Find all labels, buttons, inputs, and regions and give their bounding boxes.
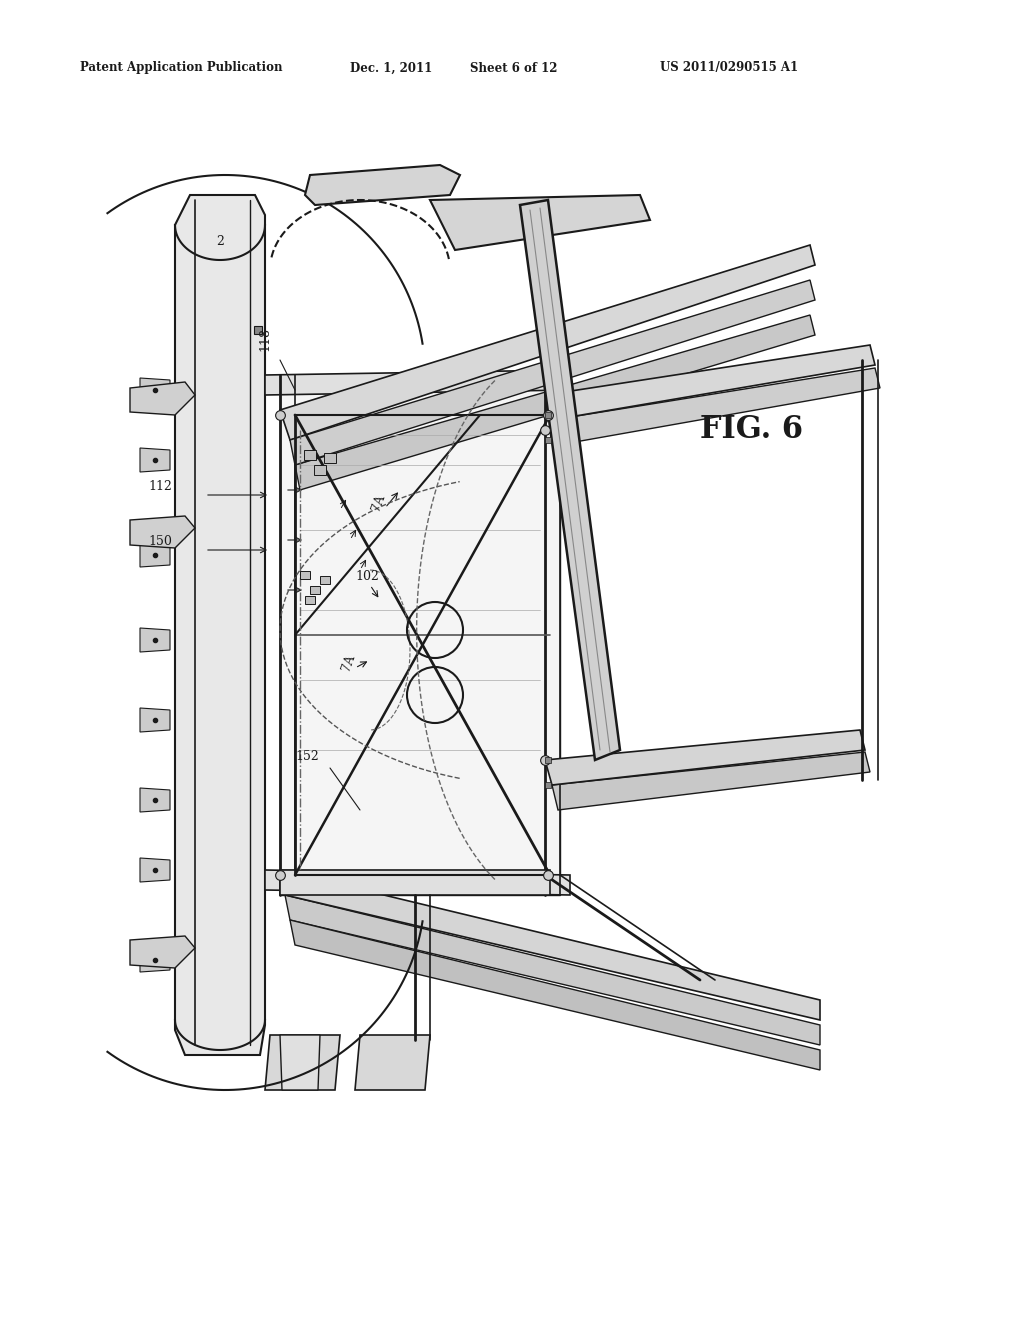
Polygon shape	[265, 870, 570, 895]
Text: 118: 118	[258, 327, 271, 351]
Polygon shape	[280, 870, 550, 895]
Polygon shape	[285, 895, 820, 1045]
Polygon shape	[265, 1035, 340, 1090]
Polygon shape	[545, 730, 865, 785]
Polygon shape	[130, 936, 195, 968]
Polygon shape	[545, 345, 874, 420]
Polygon shape	[295, 315, 815, 490]
Bar	[305, 597, 315, 605]
Polygon shape	[355, 1035, 430, 1090]
Polygon shape	[140, 447, 170, 473]
Bar	[304, 450, 316, 459]
Text: 102: 102	[355, 570, 379, 583]
Polygon shape	[430, 195, 650, 249]
Text: Sheet 6 of 12: Sheet 6 of 12	[470, 62, 557, 74]
Polygon shape	[140, 543, 170, 568]
Bar	[324, 453, 336, 463]
Polygon shape	[552, 752, 870, 810]
Text: Dec. 1, 2011: Dec. 1, 2011	[350, 62, 432, 74]
Text: 150: 150	[148, 535, 172, 548]
Text: 7A: 7A	[370, 492, 388, 513]
Polygon shape	[130, 516, 195, 548]
Text: 7A: 7A	[340, 652, 358, 673]
Polygon shape	[290, 280, 815, 465]
Polygon shape	[140, 628, 170, 652]
Bar	[300, 572, 310, 579]
Polygon shape	[130, 381, 195, 414]
Polygon shape	[140, 708, 170, 733]
Bar	[314, 465, 326, 475]
Polygon shape	[280, 246, 815, 440]
Text: 2: 2	[216, 235, 224, 248]
Polygon shape	[520, 201, 620, 760]
Polygon shape	[280, 1035, 319, 1090]
Text: Patent Application Publication: Patent Application Publication	[80, 62, 283, 74]
Text: 152: 152	[295, 750, 318, 763]
Polygon shape	[175, 195, 265, 1055]
Polygon shape	[140, 948, 170, 972]
Polygon shape	[290, 920, 820, 1071]
Polygon shape	[140, 378, 170, 403]
Polygon shape	[280, 375, 560, 895]
Polygon shape	[140, 788, 170, 812]
Polygon shape	[265, 370, 570, 395]
Polygon shape	[552, 368, 880, 445]
Text: US 2011/0290515 A1: US 2011/0290515 A1	[660, 62, 798, 74]
Text: 112: 112	[148, 480, 172, 492]
Bar	[310, 586, 319, 594]
Polygon shape	[280, 870, 820, 1020]
Bar	[319, 576, 330, 583]
Polygon shape	[305, 165, 460, 205]
Polygon shape	[140, 858, 170, 882]
Text: FIG. 6: FIG. 6	[700, 414, 803, 446]
